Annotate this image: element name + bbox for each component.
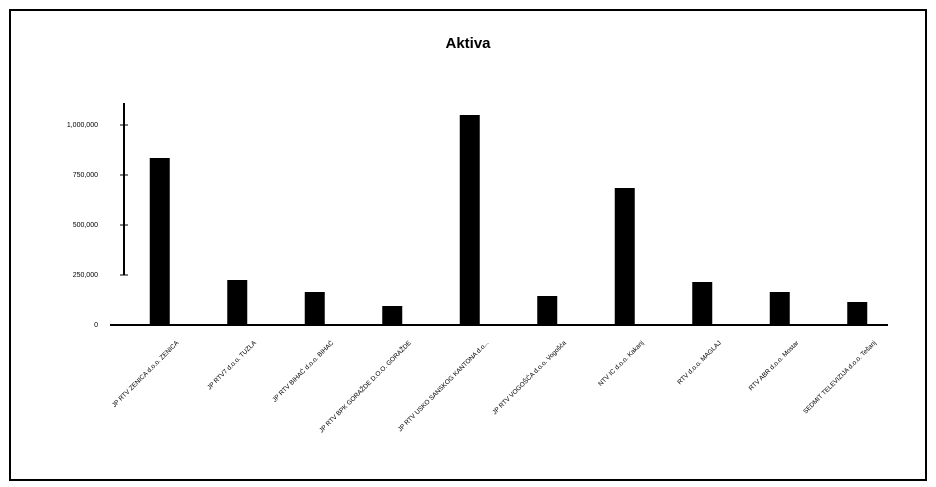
bar [382, 306, 403, 325]
bar [614, 188, 635, 325]
bar [537, 296, 558, 325]
bar [304, 292, 325, 325]
chart-title: Aktiva [445, 35, 491, 52]
bar [149, 158, 170, 325]
bar [459, 115, 480, 325]
bar [769, 292, 790, 325]
y-tick-label: 0 [94, 322, 98, 329]
y-tick-label: 1,000,000 [67, 122, 98, 129]
bar [692, 282, 713, 325]
bar [227, 280, 248, 325]
y-tick-label: 750,000 [73, 172, 98, 179]
y-tick-label: 500,000 [73, 222, 98, 229]
y-tick-label: 250,000 [73, 272, 98, 279]
bar [847, 302, 868, 325]
